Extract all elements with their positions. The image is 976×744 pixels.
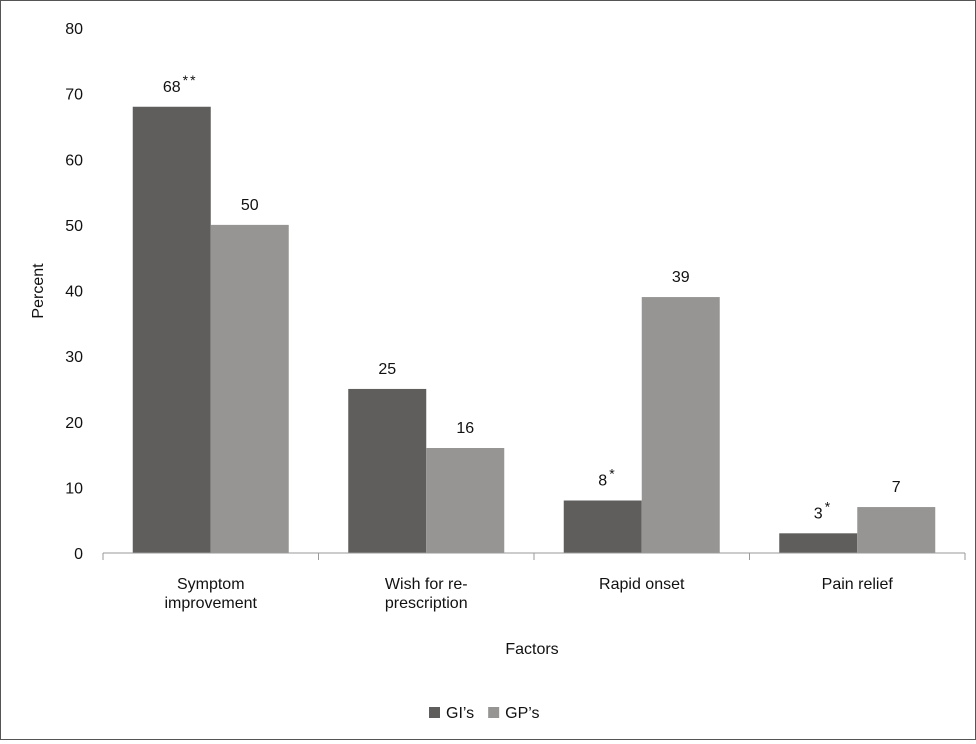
y-tick-label: 30 — [65, 349, 83, 366]
y-tick-label: 0 — [74, 546, 83, 563]
bar — [857, 507, 936, 553]
y-tick-label: 80 — [65, 21, 83, 38]
x-axis-label: Factors — [505, 641, 558, 658]
y-tick-label: 50 — [65, 218, 83, 235]
significance-marker: * — [825, 498, 832, 514]
bar — [210, 224, 289, 553]
y-tick-label: 40 — [65, 284, 83, 301]
y-axis: 0 10 20 30 40 50 60 70 80 — [65, 21, 83, 563]
x-tick-label: Pain relief — [822, 576, 894, 593]
significance-marker: ** — [183, 72, 198, 88]
legend-swatch — [429, 707, 440, 718]
bar — [426, 448, 505, 553]
data-label: 16 — [456, 420, 474, 437]
significance-marker: * — [609, 466, 616, 482]
bar — [641, 297, 720, 553]
y-tick-label: 60 — [65, 152, 83, 169]
legend: GI’s GP’s — [429, 705, 540, 722]
y-tick-label: 10 — [65, 480, 83, 497]
bar — [779, 533, 858, 553]
legend-swatch — [488, 707, 500, 718]
legend-label: GI’s — [446, 705, 474, 722]
data-label: 25 — [378, 361, 396, 378]
y-axis-label: Percent — [30, 263, 47, 319]
data-label: 3 — [814, 505, 823, 522]
data-label: 68 — [163, 79, 181, 96]
data-label: 8 — [598, 473, 607, 490]
x-tick-label: Rapid onset — [599, 576, 685, 593]
bar — [132, 106, 211, 553]
data-label: 7 — [892, 479, 901, 496]
data-label: 39 — [672, 269, 690, 286]
bar — [563, 500, 642, 553]
x-axis: Symptom improvement Wish for re-prescripti… — [102, 552, 966, 612]
y-tick-label: 70 — [65, 87, 83, 104]
x-tick-label: Symptom improvement — [165, 576, 258, 612]
bar — [348, 388, 427, 553]
legend-label: GP’s — [505, 705, 539, 722]
x-tick-label: Wish for re-prescription — [385, 576, 468, 612]
y-tick-label: 20 — [65, 415, 83, 432]
data-label: 50 — [241, 197, 259, 214]
